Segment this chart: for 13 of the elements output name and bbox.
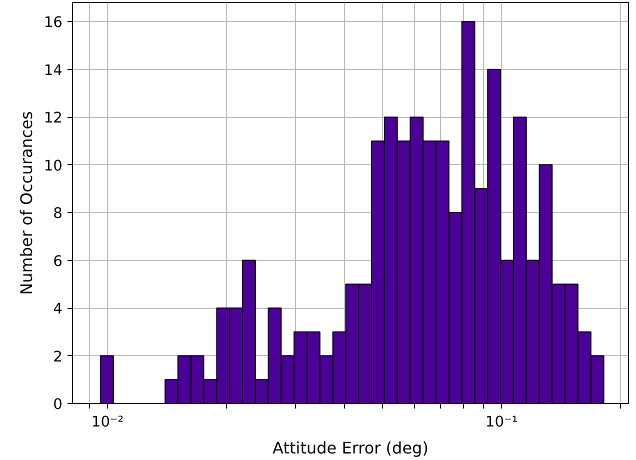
y-tick-label: 0 xyxy=(53,396,63,413)
y-tick-label: 16 xyxy=(44,14,63,32)
y-tick-label: 6 xyxy=(53,252,63,270)
x-axis-title: Attitude Error (deg) xyxy=(272,438,428,458)
y-tick-label: 12 xyxy=(44,110,63,127)
y-tick-label: 4 xyxy=(53,300,63,318)
y-tick-label: 2 xyxy=(53,348,63,366)
x-tick-label: 10⁻¹ xyxy=(485,414,518,430)
y-tick-label: 14 xyxy=(44,62,63,79)
y-tick-label: 10 xyxy=(44,157,63,174)
y-axis-title: Number of Occurances xyxy=(16,111,36,295)
x-tick-label: 10⁻² xyxy=(91,414,124,430)
y-tick-label: 8 xyxy=(53,205,63,222)
